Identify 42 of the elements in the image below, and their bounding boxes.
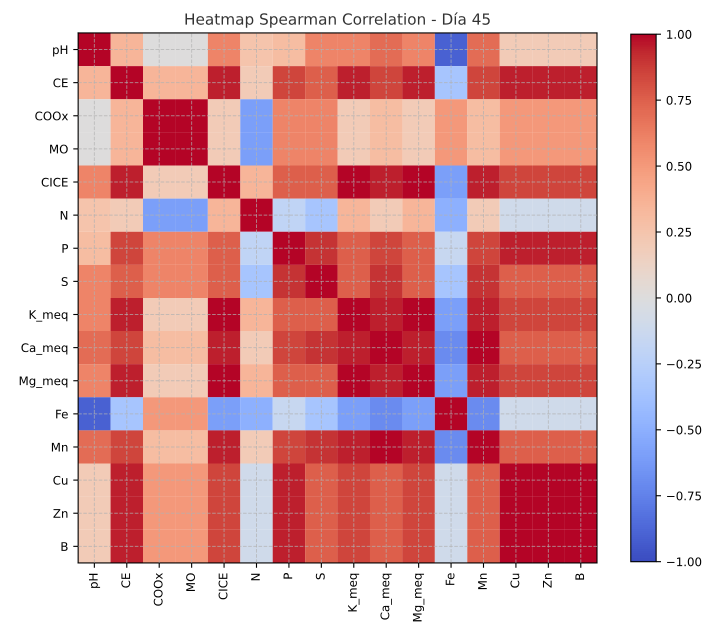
x-tick-label: K_meq bbox=[348, 574, 360, 612]
x-tick-label: B bbox=[575, 573, 584, 580]
x-tick-label: Mn bbox=[478, 574, 487, 590]
y-tick-label: K_meq bbox=[30, 310, 68, 322]
y-tick-label: pH bbox=[53, 45, 68, 56]
y-tick-label: N bbox=[60, 211, 68, 220]
y-tick-label: S bbox=[62, 277, 68, 286]
color-bar-label: 0.50 bbox=[666, 162, 692, 171]
x-tick-label: CICE bbox=[218, 573, 228, 600]
color-bar-label: 0.00 bbox=[666, 294, 692, 303]
x-tick-label: Zn bbox=[543, 574, 552, 588]
color-bar-label: −1.00 bbox=[667, 557, 702, 566]
x-tick-label: Fe bbox=[446, 573, 454, 585]
y-tick-label: COOx bbox=[35, 111, 68, 120]
y-tick-label: MO bbox=[50, 144, 68, 154]
y-tick-label: Mn bbox=[52, 442, 68, 452]
x-tick-label: S bbox=[316, 573, 325, 580]
color-bar-label: 0.75 bbox=[666, 96, 692, 105]
x-tick-label: MO bbox=[186, 573, 196, 591]
color-bar-label: −0.25 bbox=[667, 360, 701, 369]
x-tick-label: pH bbox=[89, 574, 100, 588]
y-tick-label: P bbox=[62, 244, 68, 253]
x-tick-label: Ca_meq bbox=[380, 574, 392, 620]
y-tick-label: Fe bbox=[56, 410, 68, 419]
x-tick-label: Cu bbox=[510, 574, 520, 588]
y-tick-label: Cu bbox=[53, 476, 68, 485]
color-bar-label: 1.00 bbox=[667, 30, 692, 39]
y-tick-label: Mg_meq bbox=[20, 376, 68, 388]
y-tick-label: Zn bbox=[53, 509, 68, 518]
color-bar-label: −0.50 bbox=[667, 426, 702, 434]
x-tick-label: CE bbox=[121, 573, 130, 588]
y-tick-label: Ca_meq bbox=[21, 343, 68, 355]
y-tick-label: CE bbox=[53, 78, 68, 88]
color-bar-label: −0.75 bbox=[667, 491, 701, 500]
x-tick-label: COOx bbox=[154, 573, 163, 606]
y-tick-label: B bbox=[61, 542, 68, 551]
x-tick-label: Mg_meq bbox=[412, 574, 424, 622]
color-bar-label: 0.25 bbox=[666, 228, 692, 237]
x-tick-label: N bbox=[251, 574, 260, 580]
y-tick-label: CICE bbox=[42, 178, 68, 187]
x-tick-label: P bbox=[284, 573, 292, 579]
chart-title: Heatmap Spearman Correlation - Día 45 bbox=[186, 12, 490, 28]
